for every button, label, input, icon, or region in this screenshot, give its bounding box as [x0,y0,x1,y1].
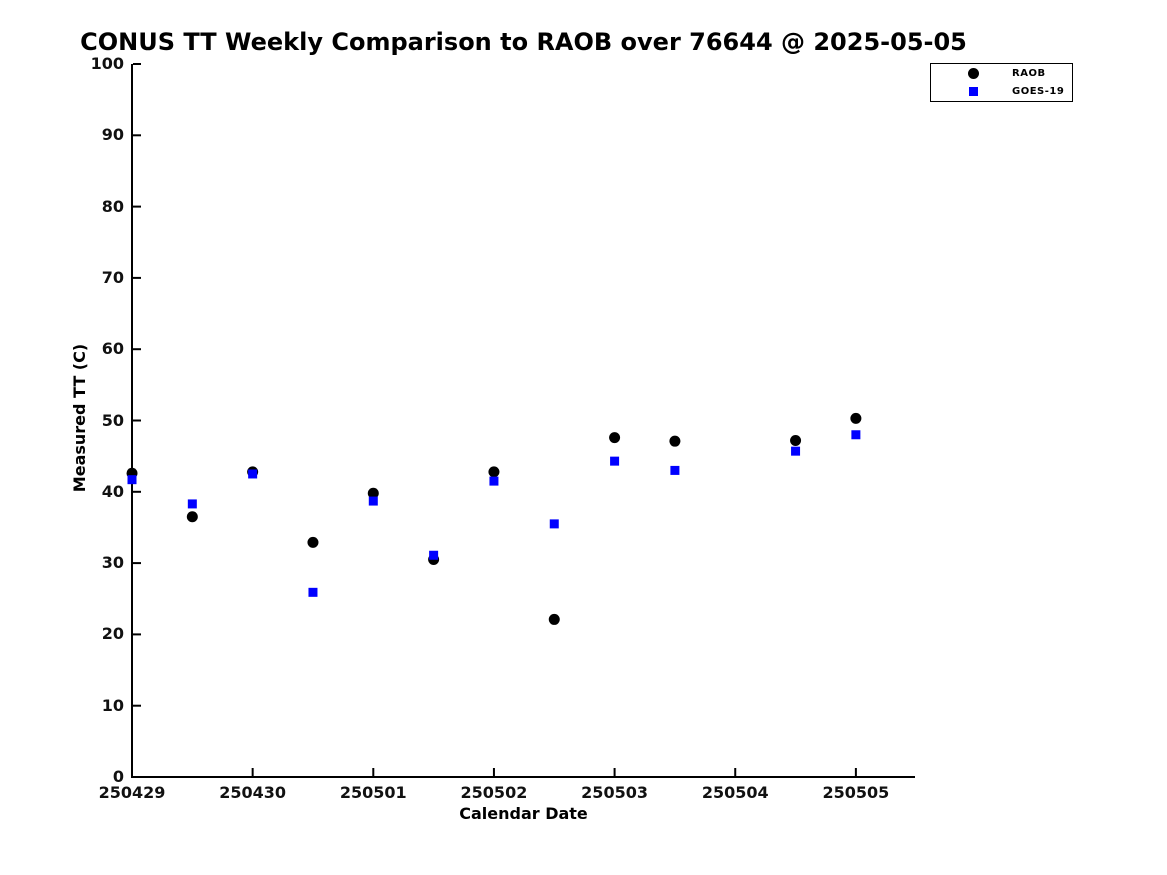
legend-item-goes-19: GOES-19 [931,83,1072,101]
legend-label-raob: RAOB [1012,67,1046,79]
raob-data-point [548,613,560,625]
legend-marker-cell [967,67,979,79]
raob-data-point [307,536,319,548]
goes-19-data-point [308,587,318,597]
y-tick-label: 0 [112,767,124,786]
goes-19-data-point [610,456,620,466]
raob-data-point [669,435,681,447]
raob-data-point [790,434,802,446]
y-tick-label: 90 [101,125,124,145]
goes-19-data-point [791,446,801,456]
goes-19-data-point [248,469,258,479]
x-tick-label: 250502 [460,783,528,802]
raob-data-point [186,511,198,523]
goes-19-data-point [187,499,197,509]
y-tick-label: 10 [101,695,124,715]
y-tick-label: 60 [101,339,124,359]
x-tick-label: 250501 [339,783,407,802]
x-tick-label: 250503 [581,783,648,802]
legend-marker-cell [967,87,979,97]
y-tick-label: 20 [101,624,124,644]
chart-title: CONUS TT Weekly Comparison to RAOB over … [80,28,967,56]
y-tick-label: 80 [101,196,124,216]
goes-19-data-point [851,430,861,440]
raob-circle-marker-icon [967,67,979,79]
y-tick-label: 40 [101,481,124,501]
legend-item-raob: RAOB [931,64,1072,82]
x-tick-label: 250430 [219,783,287,802]
x-tick-label: 250429 [98,783,166,802]
raob-data-point [488,466,500,478]
goes-19-data-point [489,476,499,486]
raob-data-point [609,432,621,444]
goes-19-data-point [549,519,559,529]
y-tick-label: 30 [101,553,124,573]
y-tick-label: 50 [101,410,124,430]
goes-19-data-point [670,465,680,475]
y-tick-label: 100 [90,54,124,73]
legend-label-goes-19: GOES-19 [1012,86,1065,98]
raob-data-point [367,487,379,499]
goes-19-data-point [368,496,378,506]
goes-19-data-point [429,550,439,560]
x-tick-label: 250505 [822,783,890,802]
goes-19-square-marker-icon [968,87,978,97]
raob-data-point [850,412,862,424]
legend: RAOB GOES-19 [930,63,1073,102]
goes-19-data-point [127,475,137,485]
x-axis-label: Calendar Date [459,804,588,823]
x-tick-label: 250504 [701,783,769,802]
y-tick-label: 70 [101,267,124,287]
